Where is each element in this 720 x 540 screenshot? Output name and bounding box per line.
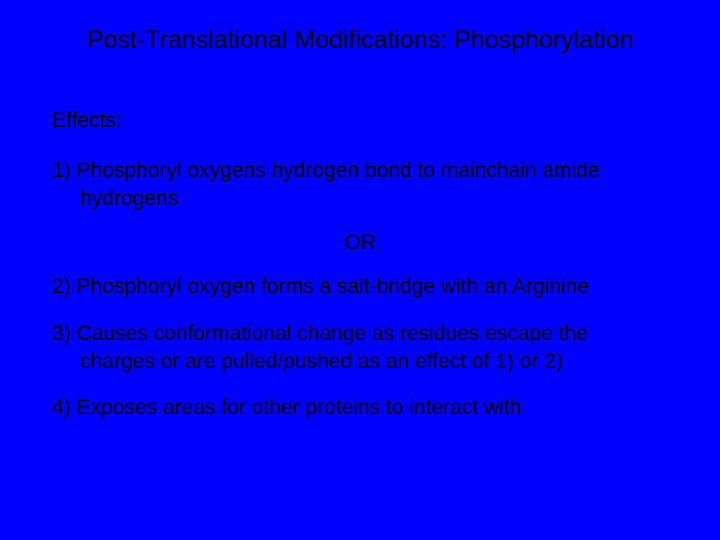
or-separator: OR — [0, 231, 720, 255]
list-item-2: 2) Phosphoryl oxygen forms a salt-bridge… — [52, 273, 660, 301]
list-item-4: 4) Exposes areas for other proteins to i… — [52, 394, 660, 422]
slide-title: Post-Translational Modifications: Phosph… — [0, 26, 720, 55]
list-item-3-line2: charges or are pulled/pushed as an effec… — [52, 348, 660, 376]
list-item-3-line1: 3) Causes conformational change as resid… — [52, 322, 588, 345]
list-item-3: 3) Causes conformational change as resid… — [52, 320, 660, 377]
list-item-1: 1) Phosphoryl oxygens hydrogen bond to m… — [52, 157, 660, 214]
list-item-1-line2: hydrogens — [52, 185, 660, 213]
list-item-1-line1: 1) Phosphoryl oxygens hydrogen bond to m… — [52, 159, 600, 182]
slide-container: Post-Translational Modifications: Phosph… — [0, 0, 720, 540]
effects-heading: Effects: — [52, 109, 122, 133]
